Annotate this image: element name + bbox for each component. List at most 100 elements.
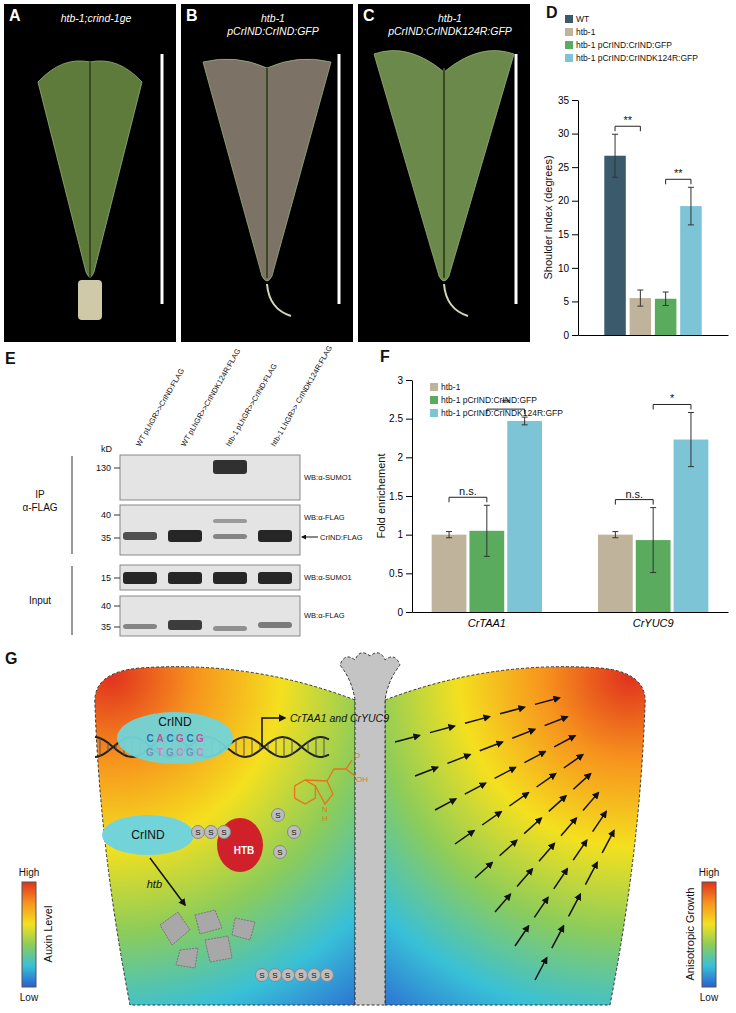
fruit [38,61,142,277]
marker-label: 35 [101,622,111,632]
growth-arrow [545,717,568,726]
photo-panel: htb-1pCrIND:CrIND:GFPB [181,4,353,342]
lane-label: WT pLhGR>>CrIND:FLAG [134,367,186,448]
atom-label: O [354,751,360,760]
growth-arrow [561,818,576,836]
growth-arrow [415,767,438,776]
blot-band [258,572,292,584]
y-tick: 25 [558,162,578,173]
midrib [443,68,445,278]
sumo-label: S [221,828,226,837]
photo-panel: htb-1pCrIND:CrINDK124R:GFPC [358,4,530,342]
growth-arrow [435,799,456,810]
y-tick-label: 2 [397,452,403,463]
ip-label: IP [35,489,45,500]
growth-arrow [539,843,554,861]
y-tick: 10 [558,263,578,274]
y-tick-mark [572,335,578,336]
htb-label: HTB [234,845,255,856]
legend-swatch [565,28,573,36]
marker-tick [114,578,120,579]
dna-rung [324,737,325,756]
growth-arrow [534,897,548,917]
significance-bracket [615,126,640,131]
dna-rung [260,744,261,750]
blot-band [213,460,247,474]
sumo [288,826,301,839]
sumo [256,969,269,982]
atom-label: H [322,814,328,823]
y-tick-label: 15 [558,229,570,240]
dna-rung [100,738,101,756]
y-tick-label: 3 [397,375,403,386]
y-tick-mark [406,535,412,536]
wb-label: WB:α-SUMO1 [304,573,352,582]
midrib [266,68,268,278]
growth-arrow [500,707,525,714]
sumo [192,826,205,839]
growth-arrow [593,812,607,832]
section-bracket [72,456,73,554]
growth-arrow [482,812,501,825]
marker-label: 15 [101,573,111,583]
growth-arrow [500,840,517,856]
growth-arrow [455,831,474,844]
blot-membrane [120,505,300,555]
x-axis-line [413,612,729,613]
growth-arrow [554,736,575,747]
bar [432,535,467,612]
photo-background [181,4,353,342]
growth-arrow [537,774,556,787]
growth-arrow [535,698,560,705]
y-axis-title: Fold enrichement [375,454,387,539]
y-tick: 0 [563,330,578,341]
midrib [89,62,91,278]
kd-label: kD [101,444,113,454]
sumo-label: S [285,971,290,980]
color-bar-title: Auxin Level [42,906,54,963]
bar-chart: 00.511.522.53CrTAA1CrYUC9n.s.**n.s.*htb-… [375,348,729,629]
y-tick: 5 [563,296,578,307]
sumo-label: S [324,971,329,980]
y-tick-mark [572,167,578,168]
dna-rung [236,740,237,755]
growth-arrow [475,862,492,878]
growth-arrow [465,717,490,724]
growth-arrow [447,755,470,764]
scale-bar [161,54,164,304]
marker-tick [114,515,120,516]
growth-arrow [554,869,568,889]
scale-bar [338,54,341,304]
x-axis [579,335,729,337]
error-bar [650,508,656,573]
color-bar-low: Low [20,992,39,1003]
crind-protein [117,712,233,764]
sumo-label: S [298,971,303,980]
growth-arrow [573,774,590,790]
caption: htb-1;crind-1ge [61,12,132,24]
y-tick-label: 5 [563,296,569,307]
y-tick: 0 [397,607,412,618]
motif-letter: G [196,733,204,744]
color-bar [22,882,36,987]
sumo [269,969,282,982]
y-tick-mark [572,268,578,269]
band-arrow [302,537,318,538]
marker-label: 40 [101,601,111,611]
gene-label: CrTAA1 and CrYUC9 [290,712,389,724]
photo-background [358,4,530,342]
marker-tick [114,538,120,539]
blot-band [168,572,202,584]
y-tick: 15 [558,229,578,240]
y-tick-label: 0 [397,607,403,618]
growth-arrow [515,926,529,946]
lane-label: htb-1 LhGR>> CrINDK124R:FLAG [269,344,334,448]
y-axis-title: Shoulder Index (degrees) [542,155,554,279]
fruit [374,51,514,281]
style [340,653,400,1005]
legend-label: htb-1 pCrIND:CrIND:GFP [576,40,672,50]
motif-letter: G [186,747,194,758]
color-bar [702,882,716,987]
y-tick-mark [406,612,412,613]
y-tick-label: 25 [558,162,570,173]
